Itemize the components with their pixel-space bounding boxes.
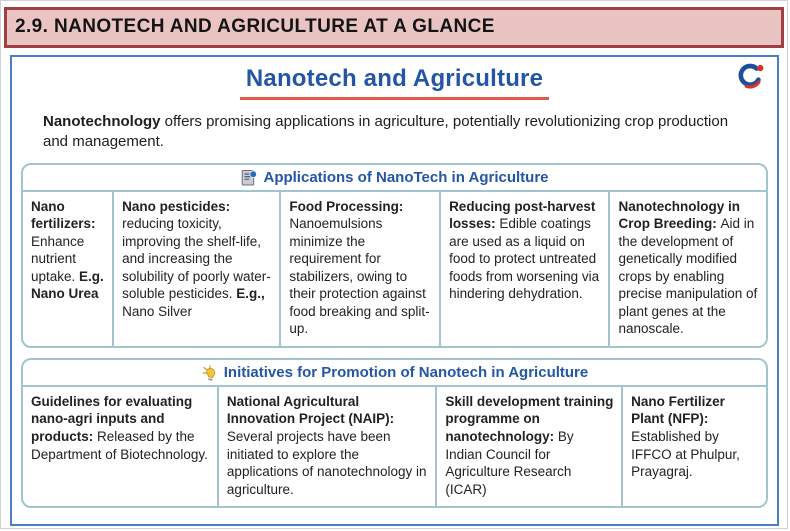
initiatives-table-title: Initiatives for Promotion of Nanotech in…	[223, 364, 589, 382]
cell-term: Nanotechnology in Crop Breeding:	[618, 198, 740, 232]
cell-term: E.g. Nano Urea	[31, 268, 104, 302]
table-cell: Reducing post-harvest losses: Edible coa…	[439, 191, 608, 346]
table-cell: Skill development training programme on …	[435, 386, 621, 507]
intro-text: Nanotechnology offers promising applicat…	[43, 112, 747, 153]
cell-text: Several projects have been initiated to …	[226, 428, 427, 497]
initiatives-table-header: Initiatives for Promotion of Nanotech in…	[23, 360, 766, 387]
cell-text: Nano Silver	[122, 303, 192, 319]
card-title: Nanotech and Agriculture	[239, 65, 550, 100]
lightbulb-icon	[201, 364, 219, 382]
cell-text: Established by IFFCO at Phulpur, Prayagr…	[631, 428, 740, 480]
document-magnifier-icon	[240, 169, 258, 187]
initiatives-table-row: Guidelines for evaluating nano-agri inpu…	[23, 386, 766, 507]
table-cell: Nano Fertilizer Plant (NFP): Established…	[621, 386, 766, 507]
intro-lead: Nanotechnology	[43, 113, 161, 130]
cell-term: Guidelines for evaluating nano-agri inpu…	[31, 393, 193, 444]
cell-term: Reducing post-harvest losses:	[449, 198, 596, 232]
intro-rest: offers promising applications in agricul…	[43, 113, 729, 151]
table-cell: Food Processing: Nanoemulsions minimize …	[279, 191, 439, 346]
cell-term: Skill development training programme on …	[445, 393, 614, 444]
cell-term: National Agricultural Innovation Project…	[226, 393, 395, 427]
cell-text: By Indian Council for Agriculture Resear…	[445, 428, 574, 497]
applications-table-title: Applications of NanoTech in Agriculture	[263, 169, 549, 186]
table-cell: National Agricultural Innovation Project…	[216, 386, 435, 507]
cell-text: Nanoemulsions minimize the requirement f…	[289, 216, 430, 337]
table-cell: Nanotechnology in Crop Breeding: Aid in …	[608, 191, 766, 346]
initiatives-table: Initiatives for Promotion of Nanotech in…	[21, 357, 768, 509]
table-cell: Guidelines for evaluating nano-agri inpu…	[23, 387, 217, 506]
cell-term: Nano fertilizers:	[31, 198, 96, 232]
cell-term: Nano pesticides:	[122, 198, 231, 214]
cell-term: Food Processing:	[289, 198, 404, 214]
cell-text: Aid in the development of genetically mo…	[618, 216, 758, 337]
page-header-title: 2.9. NANOTECH AND AGRICULTURE AT A GLANC…	[15, 16, 495, 37]
page-header-bar: 2.9. NANOTECH AND AGRICULTURE AT A GLANC…	[4, 7, 784, 48]
brand-logo	[738, 63, 764, 89]
cell-text: Edible coatings are used as a liquid on …	[449, 216, 600, 302]
cell-term: E.g.,	[236, 286, 265, 302]
cell-text: Released by the Department of Biotechnol…	[31, 428, 208, 462]
table-cell: Nano fertilizers: Enhance nutrient uptak…	[23, 192, 112, 346]
cell-text: reducing toxicity, improving the shelf-l…	[122, 216, 271, 302]
applications-table-row: Nano fertilizers: Enhance nutrient uptak…	[23, 191, 766, 346]
cell-text: Enhance nutrient uptake.	[31, 233, 85, 284]
content-card: Nanotech and Agriculture Nanotechnology …	[10, 55, 779, 526]
cell-term: Nano Fertilizer Plant (NFP):	[631, 393, 725, 427]
table-cell: Nano pesticides: reducing toxicity, impr…	[112, 191, 279, 346]
applications-table: Applications of NanoTech in Agriculture …	[21, 162, 768, 348]
applications-table-header: Applications of NanoTech in Agriculture	[23, 165, 766, 192]
